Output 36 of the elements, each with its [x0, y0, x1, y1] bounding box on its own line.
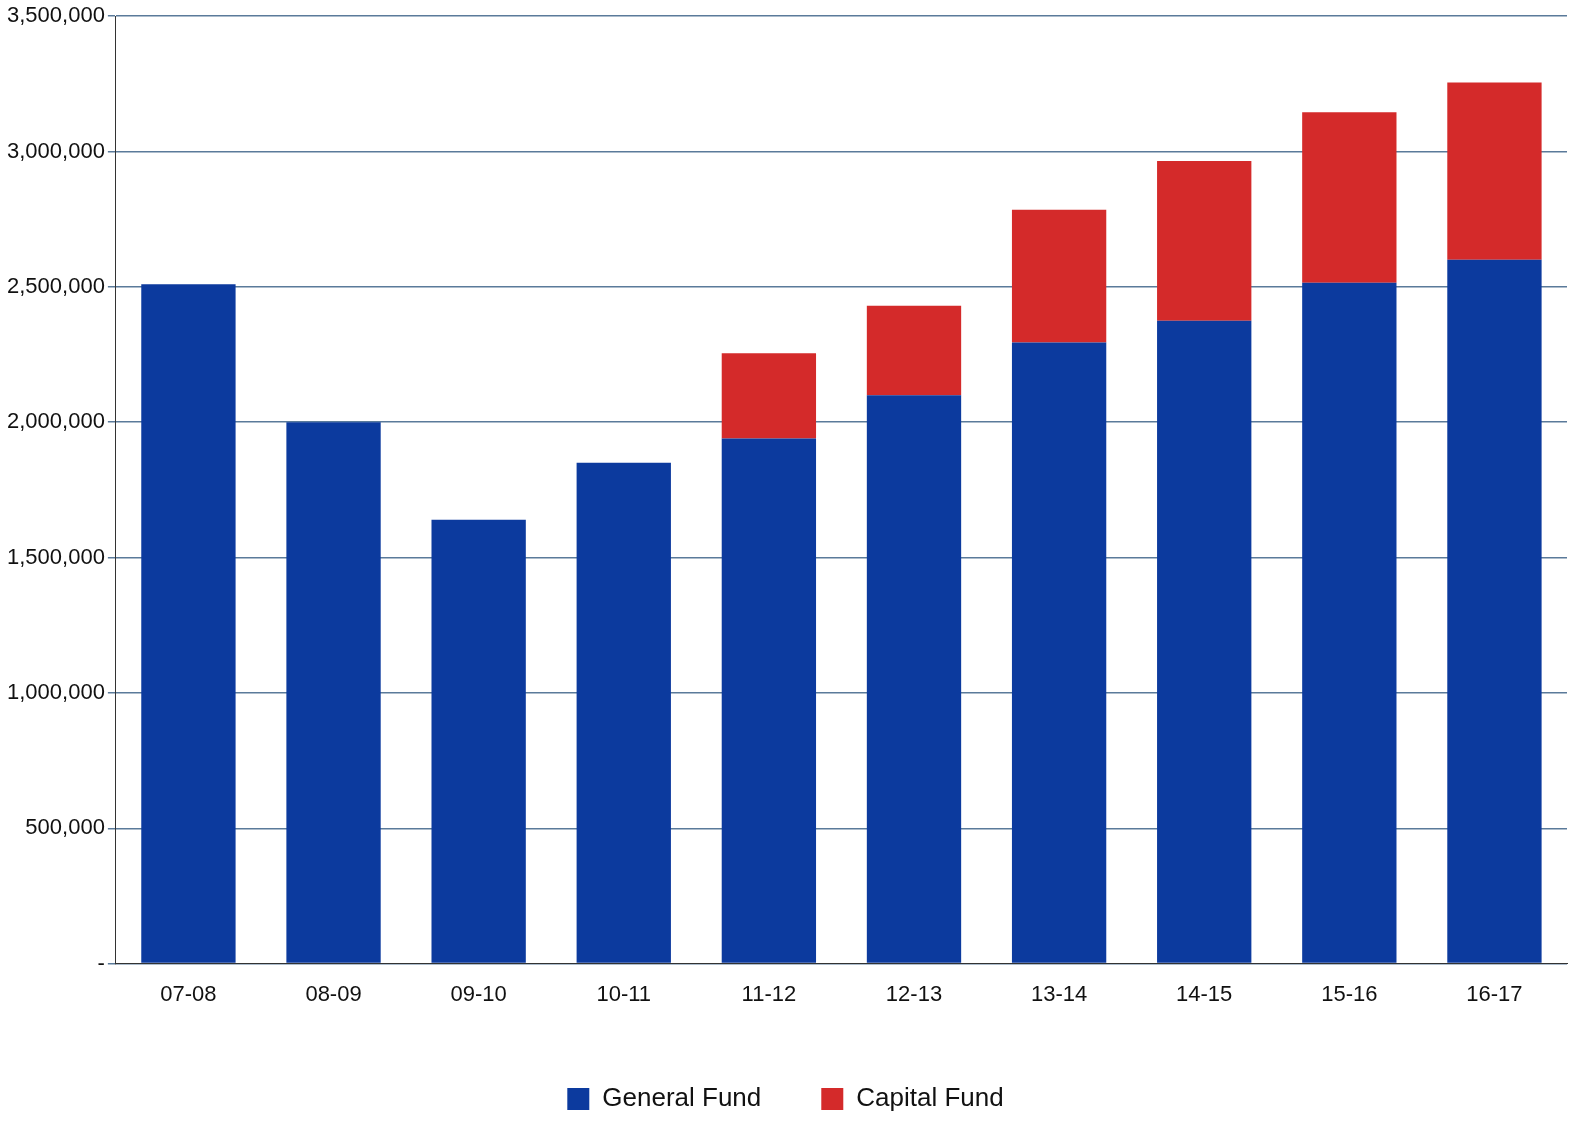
y-tick-label: 2,000,000: [7, 408, 105, 434]
bar: [1011, 342, 1107, 963]
bar: [1447, 82, 1542, 260]
bar: [141, 284, 236, 963]
bar: [1157, 320, 1252, 963]
y-tick-label: 2,500,000: [7, 272, 105, 298]
y-tick-label: 1,500,000: [7, 543, 105, 569]
bar: [431, 519, 526, 963]
x-tick-label: 16-17: [1466, 980, 1523, 1006]
x-tick-label: 11-12: [741, 980, 797, 1006]
x-tick-label: 07-08: [160, 980, 217, 1006]
bar: [866, 305, 962, 396]
x-tick-label: 10-11: [596, 980, 652, 1006]
bar: [1447, 259, 1542, 963]
x-tick-label: 12-13: [885, 980, 943, 1006]
bar: [1302, 282, 1397, 963]
bar: [1011, 209, 1107, 343]
legend-label: Capital Fund: [856, 1082, 1004, 1113]
legend-label: General Fund: [602, 1082, 762, 1113]
x-tick-label: 13-14: [1030, 980, 1088, 1006]
x-tick-label: 08-09: [305, 980, 362, 1006]
x-tick-label: 15-16: [1321, 980, 1378, 1006]
bar: [576, 462, 671, 963]
y-tick-label: 1,000,000: [7, 678, 105, 704]
x-tick-label: 09-10: [450, 980, 507, 1006]
y-tick-label: 3,000,000: [7, 137, 105, 163]
y-tick-label: 3,500,000: [7, 2, 105, 28]
bar: [721, 353, 817, 439]
bar: [721, 438, 817, 963]
bar: [866, 395, 962, 963]
y-tick-label: -: [97, 949, 105, 975]
bar: [1302, 112, 1397, 283]
y-tick-label: 500,000: [25, 814, 105, 840]
bar: [1157, 161, 1252, 321]
x-tick-label: 14-15: [1176, 980, 1233, 1006]
bar: [286, 422, 381, 963]
